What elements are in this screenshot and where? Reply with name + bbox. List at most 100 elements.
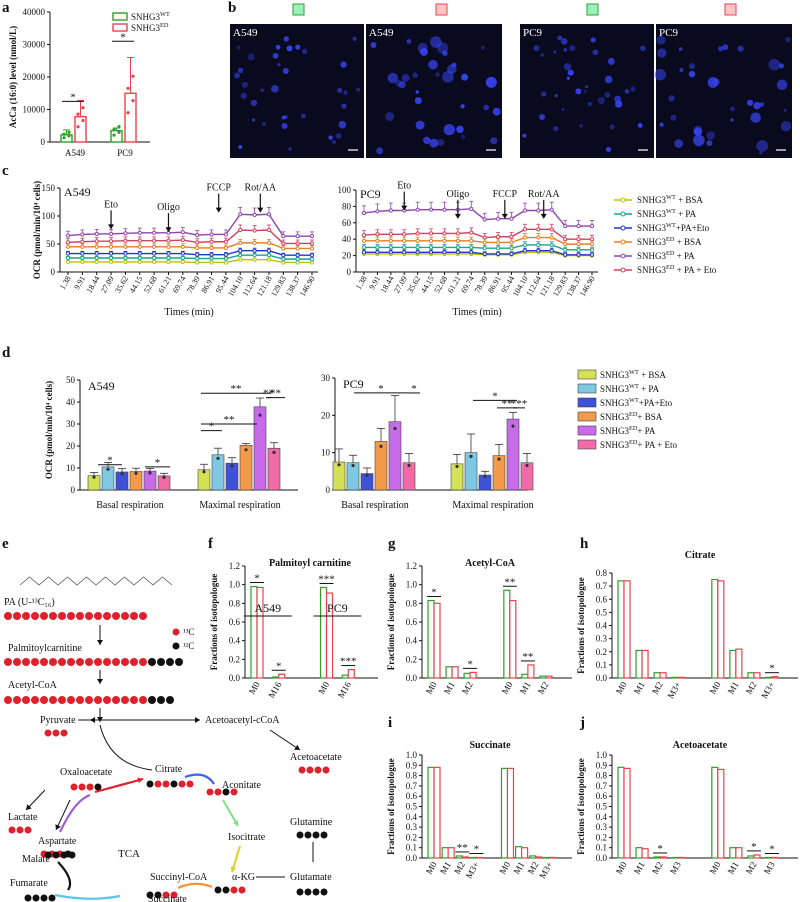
panel-c-point [108, 251, 114, 256]
panel-c-point [252, 257, 257, 262]
panel-c-point [375, 209, 380, 214]
pathway-arrow [94, 777, 144, 794]
panel-j-bar-wt [635, 847, 643, 859]
legend-13c-label: ¹³C [183, 627, 194, 637]
panel-h-y-tick-label: 0.0 [596, 673, 608, 683]
panel-c-point [295, 253, 300, 258]
panel-a-point [126, 86, 130, 90]
panel-c-x-tick-label: 146.90 [298, 275, 317, 299]
panel-h-y-tick-label: 0.3 [596, 634, 608, 644]
panel-g-title: Acetyl-CoA [465, 558, 516, 569]
panel-i-bar-wt [441, 847, 449, 859]
palmitoylcarnitine-carbon-dot [22, 658, 30, 666]
panel-c-point [108, 259, 114, 265]
panel-c-series-line [364, 249, 592, 256]
panel-i-bar-ed [433, 766, 441, 859]
panel-c-point [415, 245, 420, 250]
panel-c-point [469, 206, 474, 211]
microscopy-cell-line-label: A549 [233, 27, 258, 39]
pathway-arrow-head [55, 824, 61, 830]
panel-i-x-tick-label: M3+ [464, 860, 481, 880]
panel-g-sig-label: ** [504, 576, 515, 588]
panel-letter-a: a [2, 0, 10, 16]
panel-c-0-y-tick-label: 150 [42, 183, 56, 193]
panel-a-point [67, 134, 71, 138]
pathway-curve [99, 724, 153, 771]
panel-g-bar-ed [451, 666, 459, 679]
panel-d-bar [374, 441, 388, 491]
panel-c-x-tick-label: 1.38 [58, 275, 73, 292]
panel-h-bar-wt [635, 649, 643, 679]
panel-c-point [388, 245, 393, 250]
panel-a-y-tick-label: 30000 [23, 40, 46, 50]
panel-c-point [361, 238, 367, 243]
panel-c-1-y-tick-label: 100 [338, 185, 352, 195]
palmitoylcarnitine-carbon-dot [94, 658, 102, 666]
pathway-curve-purple [59, 793, 91, 833]
palmitoylcarnitine-carbon-dot [76, 658, 84, 666]
panel-g-y-tick-label: 1.2 [406, 561, 417, 571]
panel-g-y-tick-label: 1.0 [406, 580, 418, 590]
panel-d-title: PC9 [343, 377, 364, 391]
panel-j-x-tick-label: M0 [614, 860, 629, 876]
node-pyruvate: Pyruvate [40, 715, 76, 726]
panel-d-sig-label: ** [263, 388, 274, 400]
nucleus-spot [640, 45, 646, 52]
palmitoylcarnitine-carbon-dot [49, 658, 57, 666]
panel-c-point [94, 244, 99, 249]
nucleus-spot [286, 45, 293, 52]
panel-d-sig-label: * [492, 390, 498, 402]
panel-j-y-tick-label: 0.9 [596, 760, 608, 770]
panel-h-y-tick-label: 0.1 [596, 660, 607, 670]
nucleus-spot [420, 48, 428, 56]
nucleus-spot [295, 44, 301, 50]
panel-d-point [351, 463, 355, 468]
pa-carbon-dot [22, 612, 30, 620]
aconitate-carbon-dot [230, 788, 238, 796]
palmitoylcarnitine-carbon-dot [103, 658, 111, 666]
panel-d-legend-swatch [577, 425, 597, 436]
nucleus-spot [656, 35, 666, 45]
panel-c-injection-label: Rot/AA [528, 189, 560, 200]
panel-j-bar-wt [671, 856, 679, 859]
panel-h-x-tick-label: M3+ [759, 680, 776, 700]
panel-c-point [509, 216, 514, 221]
panel-c-point [295, 260, 300, 265]
panel-c-point [209, 252, 214, 257]
panel-c-point [522, 248, 528, 253]
panel-c-point [209, 256, 214, 261]
panel-d-0-y-tick-label: 0 [71, 485, 76, 495]
panel-f-bar-ed [278, 673, 286, 679]
nucleus-spot [442, 70, 454, 83]
nucleus-spot [533, 45, 540, 52]
panel-f-sig-label: *** [340, 656, 357, 668]
panel-j-y-tick-label: 1.0 [596, 750, 608, 760]
nucleus-spot [753, 101, 761, 110]
panel-c-series-line [68, 242, 312, 250]
panel-i-sig-label: * [474, 843, 480, 855]
panel-i-y-tick-label: 0.7 [406, 781, 418, 791]
palmitoylcarnitine-carbon-dot [139, 658, 147, 666]
panel-d-sig-label: * [378, 383, 384, 395]
panel-c-point [536, 235, 541, 240]
nucleus-spot [272, 52, 279, 59]
panel-c-0-y-tick-label: 0 [51, 267, 56, 277]
panel-c-point [428, 250, 434, 255]
panel-f-title: Palmitoyl carnitine [269, 558, 351, 569]
panel-c-point [576, 252, 581, 257]
panel-c-point [80, 259, 85, 265]
pa-carbon-dot [67, 612, 75, 620]
panel-c-point [108, 255, 114, 261]
panel-d-point [272, 450, 276, 454]
panel-c-point [309, 253, 315, 258]
malate-carbon-dot [60, 851, 68, 859]
nucleus-spot [406, 39, 412, 44]
panel-j-y-tick-label: 0.7 [596, 781, 608, 791]
panel-a-point [76, 112, 80, 116]
panel-i-bar-wt [455, 855, 463, 859]
citrate-carbon-dot [146, 780, 154, 788]
panel-c-point [80, 244, 85, 249]
panel-c-legend-label: SNHG3ED + BSA [637, 236, 702, 247]
panel-c-point [180, 230, 185, 235]
panel-j-bar-ed [717, 768, 725, 859]
